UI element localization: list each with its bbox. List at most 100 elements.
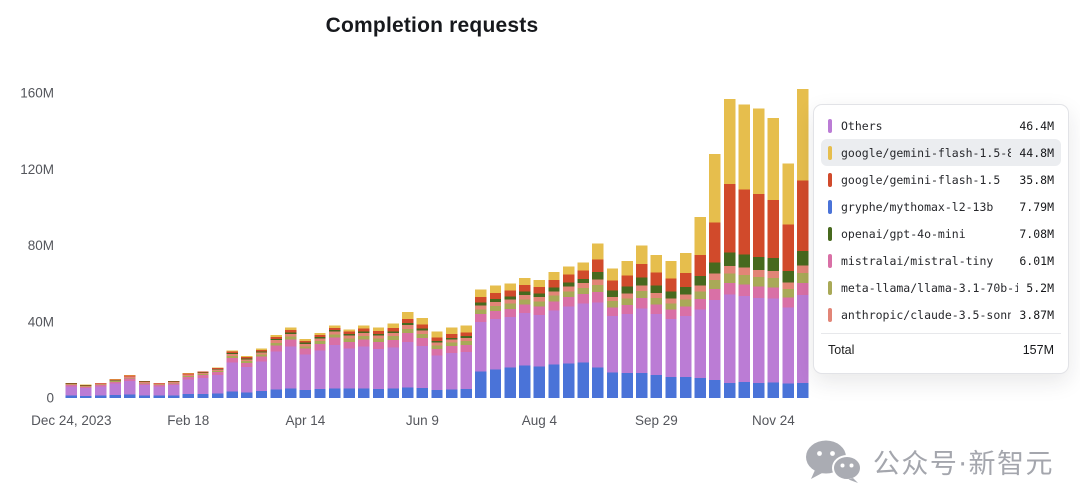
bar-segment[interactable]	[636, 245, 648, 264]
legend-row[interactable]: Others 46.4M	[821, 112, 1061, 139]
bar-segment[interactable]	[489, 301, 502, 306]
bar-segment[interactable]	[431, 345, 443, 349]
bar-segment[interactable]	[621, 275, 633, 287]
bar-segment[interactable]	[241, 392, 253, 398]
bar-segment[interactable]	[358, 335, 370, 340]
bar-segment[interactable]	[153, 384, 165, 386]
bar-segment[interactable]	[709, 299, 721, 380]
bar-segment[interactable]	[665, 298, 677, 304]
bar-segment[interactable]	[562, 363, 575, 398]
bar-segment[interactable]	[387, 347, 399, 389]
bar-week[interactable]	[372, 327, 385, 398]
bar-week[interactable]	[197, 371, 209, 398]
bar-segment[interactable]	[402, 324, 414, 329]
bar-segment[interactable]	[211, 375, 224, 394]
bar-segment[interactable]	[372, 333, 385, 336]
bar-segment[interactable]	[723, 283, 736, 295]
bar-segment[interactable]	[328, 325, 341, 328]
bar-segment[interactable]	[138, 382, 151, 384]
bar-segment[interactable]	[372, 341, 385, 349]
bar-segment[interactable]	[650, 255, 663, 273]
bar-week[interactable]	[753, 108, 765, 398]
bar-segment[interactable]	[723, 265, 736, 274]
bar-segment[interactable]	[314, 350, 326, 390]
bar-segment[interactable]	[255, 354, 268, 357]
bar-segment[interactable]	[606, 296, 619, 302]
bar-segment[interactable]	[621, 314, 633, 374]
bar-segment[interactable]	[402, 323, 414, 325]
bar-segment[interactable]	[299, 389, 312, 398]
bar-segment[interactable]	[182, 373, 195, 375]
bar-segment[interactable]	[562, 274, 575, 283]
bar-segment[interactable]	[665, 291, 677, 299]
bar-segment[interactable]	[504, 283, 516, 291]
bar-segment[interactable]	[387, 327, 399, 332]
bar-segment[interactable]	[548, 310, 560, 365]
bar-segment[interactable]	[372, 335, 385, 339]
bar-week[interactable]	[80, 384, 92, 398]
bar-segment[interactable]	[796, 251, 809, 266]
bar-segment[interactable]	[402, 318, 414, 324]
bar-segment[interactable]	[577, 362, 589, 398]
bar-segment[interactable]	[694, 377, 706, 398]
bar-segment[interactable]	[299, 354, 312, 390]
bar-segment[interactable]	[650, 297, 663, 305]
bar-segment[interactable]	[270, 335, 282, 337]
bar-segment[interactable]	[168, 383, 180, 386]
bar-week[interactable]	[621, 260, 633, 398]
bar-segment[interactable]	[328, 331, 341, 335]
bar-segment[interactable]	[431, 337, 443, 341]
bar-segment[interactable]	[358, 331, 370, 333]
bar-week[interactable]	[445, 327, 458, 398]
bar-segment[interactable]	[621, 260, 633, 276]
bar-segment[interactable]	[387, 323, 399, 328]
bar-segment[interactable]	[650, 304, 663, 315]
bar-segment[interactable]	[753, 277, 765, 287]
bar-segment[interactable]	[782, 288, 794, 298]
bar-segment[interactable]	[197, 374, 209, 376]
bar-segment[interactable]	[782, 307, 794, 384]
bar-segment[interactable]	[665, 309, 677, 319]
bar-segment[interactable]	[211, 367, 224, 369]
bar-segment[interactable]	[445, 342, 458, 347]
bar-segment[interactable]	[709, 273, 721, 281]
bar-segment[interactable]	[80, 396, 92, 398]
bar-segment[interactable]	[489, 305, 502, 311]
bar-segment[interactable]	[636, 308, 648, 374]
bar-week[interactable]	[255, 348, 268, 398]
bar-segment[interactable]	[577, 283, 589, 289]
bar-segment[interactable]	[636, 285, 648, 291]
bar-segment[interactable]	[796, 382, 809, 398]
bar-segment[interactable]	[197, 375, 209, 378]
bar-segment[interactable]	[94, 386, 107, 396]
bar-week[interactable]	[577, 262, 589, 398]
bar-week[interactable]	[285, 327, 297, 398]
bar-segment[interactable]	[723, 294, 736, 384]
bar-segment[interactable]	[723, 184, 736, 253]
bar-segment[interactable]	[445, 389, 458, 398]
bar-segment[interactable]	[723, 273, 736, 284]
bar-segment[interactable]	[562, 306, 575, 364]
bar-segment[interactable]	[138, 381, 151, 382]
bar-segment[interactable]	[168, 381, 180, 382]
bar-segment[interactable]	[270, 338, 282, 341]
bar-segment[interactable]	[445, 346, 458, 354]
bar-segment[interactable]	[416, 346, 429, 389]
bar-segment[interactable]	[650, 272, 663, 286]
bar-segment[interactable]	[694, 255, 706, 276]
bar-segment[interactable]	[182, 379, 195, 395]
bar-segment[interactable]	[796, 283, 809, 296]
bar-segment[interactable]	[138, 385, 151, 396]
bar-segment[interactable]	[592, 259, 604, 272]
bar-segment[interactable]	[592, 367, 604, 399]
bar-segment[interactable]	[402, 387, 414, 398]
bar-segment[interactable]	[753, 256, 765, 271]
bar-segment[interactable]	[402, 341, 414, 388]
bar-segment[interactable]	[314, 389, 326, 398]
bar-segment[interactable]	[475, 296, 487, 303]
bar-segment[interactable]	[431, 348, 443, 356]
bar-segment[interactable]	[504, 303, 516, 309]
bar-segment[interactable]	[226, 350, 238, 352]
bar-segment[interactable]	[255, 349, 268, 352]
bar-segment[interactable]	[372, 327, 385, 331]
